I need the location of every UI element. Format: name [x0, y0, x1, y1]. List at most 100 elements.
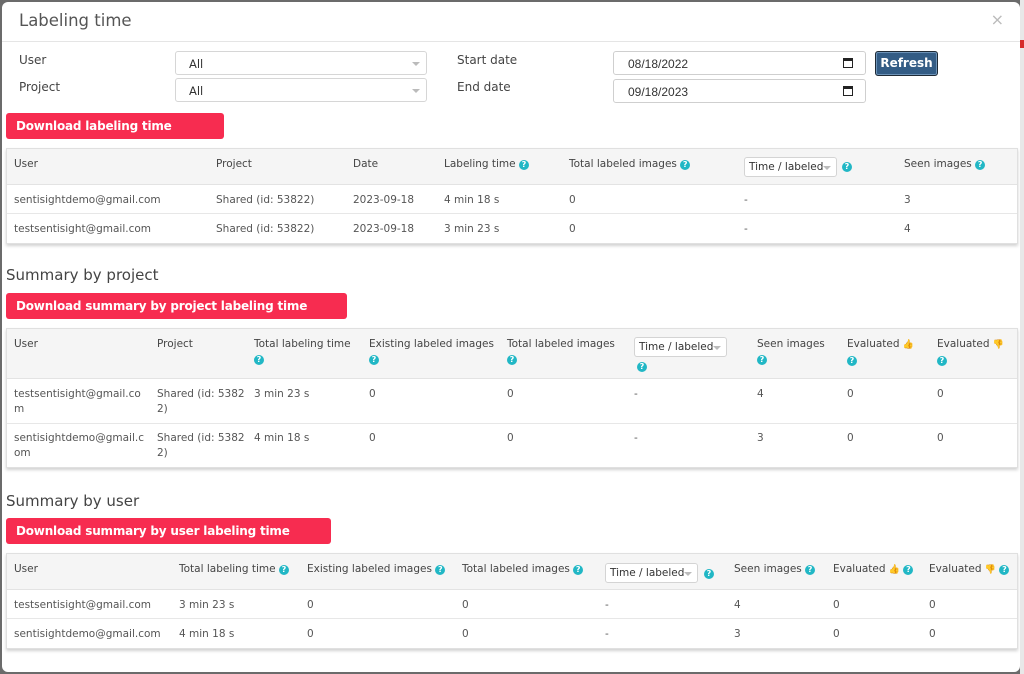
- time-per-labeled-select[interactable]: Time / labeled: [605, 563, 698, 583]
- header-label: Total labeling time: [254, 338, 351, 350]
- help-icon[interactable]: ?: [847, 356, 857, 366]
- cell-evaluated-positive: 0: [833, 628, 840, 640]
- header-label: Total labeling time: [179, 563, 276, 575]
- cell-total-labeling-time: 4 min 18 s: [254, 432, 310, 444]
- header-label: Existing labeled images: [369, 338, 494, 350]
- help-icon[interactable]: ?: [254, 355, 264, 365]
- header-label: Seen images: [734, 563, 802, 575]
- help-icon[interactable]: ?: [369, 355, 379, 365]
- user-select[interactable]: All: [175, 51, 427, 75]
- close-icon[interactable]: ×: [990, 10, 1004, 29]
- chevron-down-icon: [823, 166, 831, 170]
- header-label: Total labeled images: [462, 563, 570, 575]
- project-select-value: All: [189, 84, 204, 98]
- cell-existing-labeled: 0: [369, 388, 376, 400]
- cell-total-labeled: 0: [462, 628, 469, 640]
- time-per-labeled-select[interactable]: Time / labeled: [744, 157, 837, 177]
- cell-total-labeling-time: 3 min 23 s: [179, 599, 235, 611]
- cell-user: testsentisight@gmail.com: [14, 223, 152, 235]
- cell-total-labeling-time: 3 min 23 s: [254, 388, 310, 400]
- chevron-down-icon: [684, 572, 692, 576]
- labeling-time-table: User Project Date Labeling time ? Total …: [6, 148, 1018, 244]
- chevron-down-icon: [412, 62, 420, 66]
- summary-by-user-title: Summary by user: [6, 492, 140, 510]
- cell-user-line1: sentisightdemo@gmail.c: [14, 432, 144, 444]
- cell-seen-images: 4: [757, 388, 764, 400]
- help-icon[interactable]: ?: [805, 565, 816, 575]
- summary-by-project-table: User Project Total labeling time ? Exist…: [6, 328, 1018, 468]
- header-date: Date: [353, 158, 379, 170]
- time-per-labeled-value: Time / labeled: [639, 341, 714, 353]
- cell-existing-labeled: 0: [369, 432, 376, 444]
- help-icon[interactable]: ?: [975, 160, 986, 170]
- help-icon[interactable]: ?: [435, 565, 446, 575]
- calendar-icon[interactable]: [843, 58, 853, 68]
- cell-seen-images: 4: [734, 599, 741, 611]
- header-project: Project: [216, 158, 252, 170]
- header-evaluated-negative: Evaluated 👎 ?: [929, 562, 1010, 578]
- cell-evaluated-positive: 0: [833, 599, 840, 611]
- cell-seen-images: 3: [904, 194, 911, 206]
- thumbs-down-icon: 👎: [984, 565, 997, 575]
- help-icon[interactable]: ?: [704, 569, 714, 579]
- end-date-value: 09/18/2023: [628, 85, 689, 99]
- table-row: testsentisight@gmail.com 3 min 23 s 0 0 …: [7, 590, 1017, 619]
- cell-time-per-labeled: -: [744, 194, 748, 206]
- cell-evaluated-negative: 0: [929, 628, 936, 640]
- time-per-labeled-help: ?: [704, 566, 714, 581]
- header-evaluated-positive: Evaluated 👍 ?: [833, 562, 914, 578]
- modal-header: Labeling time ×: [2, 2, 1020, 42]
- summary-by-project-title: Summary by project: [6, 266, 159, 284]
- chevron-down-icon: [713, 346, 721, 350]
- cell-date: 2023-09-18: [353, 223, 415, 235]
- cell-existing-labeled: 0: [307, 628, 314, 640]
- help-icon[interactable]: ?: [903, 565, 914, 575]
- calendar-icon[interactable]: [843, 86, 853, 96]
- help-icon[interactable]: ?: [999, 565, 1010, 575]
- cell-total-labeled: 0: [569, 194, 576, 206]
- help-icon[interactable]: ?: [507, 355, 517, 365]
- project-filter-label: Project: [19, 80, 61, 94]
- download-user-summary-button[interactable]: Download summary by user labeling time s…: [6, 518, 331, 564]
- time-per-labeled-select[interactable]: Time / labeled: [634, 337, 727, 357]
- end-date-input[interactable]: 09/18/2023: [613, 79, 866, 103]
- header-label: Evaluated: [847, 338, 900, 350]
- download-statistics-button[interactable]: Download labeling time statistics: [6, 113, 224, 159]
- help-icon[interactable]: ?: [518, 160, 529, 170]
- time-per-labeled-help: ?: [842, 159, 852, 174]
- help-icon[interactable]: ?: [842, 162, 852, 172]
- header-label: Total labeled images: [507, 338, 615, 350]
- help-icon[interactable]: ?: [278, 565, 289, 575]
- cell-project-line1: Shared (id: 5382: [157, 388, 245, 400]
- refresh-button[interactable]: Refresh: [875, 51, 938, 76]
- cell-date: 2023-09-18: [353, 194, 415, 206]
- cell-user: sentisightdemo@gmail.com: [14, 194, 161, 206]
- start-date-input[interactable]: 08/18/2022: [613, 51, 866, 75]
- header-label: Seen images: [757, 338, 825, 350]
- help-icon[interactable]: ?: [573, 565, 584, 575]
- help-icon[interactable]: ?: [680, 160, 691, 170]
- cell-seen-images: 3: [757, 432, 764, 444]
- project-select[interactable]: All: [175, 78, 427, 102]
- help-icon[interactable]: ?: [637, 362, 647, 372]
- cell-user: testsentisight@gmail.com: [14, 599, 152, 611]
- cell-project-line1: Shared (id: 5382: [157, 432, 245, 444]
- summary-by-user-table: User Total labeling time ? Existing labe…: [6, 553, 1018, 649]
- cell-total-labeling-time: 4 min 18 s: [179, 628, 235, 640]
- cell-evaluated-negative: 0: [937, 388, 944, 400]
- cell-time-per-labeled: -: [605, 628, 609, 640]
- time-per-labeled-value: Time / labeled: [749, 161, 824, 173]
- cell-seen-images: 3: [734, 628, 741, 640]
- help-icon[interactable]: ?: [937, 356, 947, 366]
- cell-user-line2: m: [14, 403, 25, 415]
- cell-user: sentisightdemo@gmail.c om: [14, 431, 144, 461]
- cell-project: Shared (id: 53822): [216, 194, 315, 206]
- time-per-labeled-help: ?: [637, 359, 647, 374]
- help-icon[interactable]: ?: [757, 355, 767, 365]
- cell-time-per-labeled: -: [634, 432, 638, 444]
- cell-evaluated-positive: 0: [847, 432, 854, 444]
- background-edge: [1020, 0, 1024, 674]
- download-project-summary-button[interactable]: Download summary by project labeling tim…: [6, 293, 347, 339]
- chevron-down-icon: [412, 89, 420, 93]
- header-user: User: [14, 338, 38, 350]
